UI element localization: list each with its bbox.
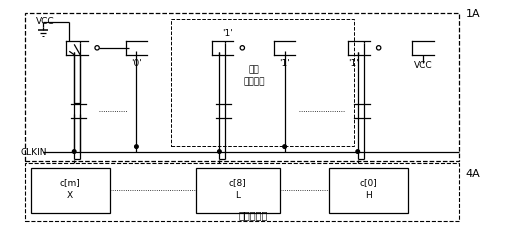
Text: '1': '1' — [279, 59, 289, 68]
Circle shape — [217, 150, 221, 154]
Circle shape — [282, 145, 286, 149]
Text: '1': '1' — [348, 59, 359, 68]
Circle shape — [355, 150, 359, 154]
Text: L: L — [234, 190, 239, 199]
Text: H: H — [365, 190, 371, 199]
Circle shape — [134, 145, 138, 149]
Bar — [195, 169, 279, 213]
Text: CLKIN: CLKIN — [21, 147, 47, 156]
Text: VCC: VCC — [413, 61, 431, 70]
Text: c[8]: c[8] — [228, 177, 245, 186]
Text: 移位寄存器: 移位寄存器 — [238, 209, 267, 219]
Text: 粗调
延迟单元: 粗调 延迟单元 — [243, 65, 264, 85]
Text: X: X — [67, 190, 73, 199]
Bar — [31, 169, 110, 213]
Bar — [171, 20, 353, 146]
Text: '0': '0' — [131, 59, 141, 68]
Circle shape — [376, 46, 380, 51]
Text: 4A: 4A — [465, 169, 479, 179]
Circle shape — [240, 46, 244, 51]
Text: c[0]: c[0] — [359, 177, 377, 186]
Circle shape — [72, 150, 76, 154]
Text: VCC: VCC — [35, 17, 54, 26]
Text: '1': '1' — [222, 29, 232, 38]
Text: c[m]: c[m] — [60, 177, 80, 186]
Bar — [25, 164, 459, 221]
Circle shape — [95, 46, 99, 51]
Text: 1A: 1A — [465, 9, 479, 19]
Bar — [328, 169, 408, 213]
Bar — [25, 14, 459, 162]
